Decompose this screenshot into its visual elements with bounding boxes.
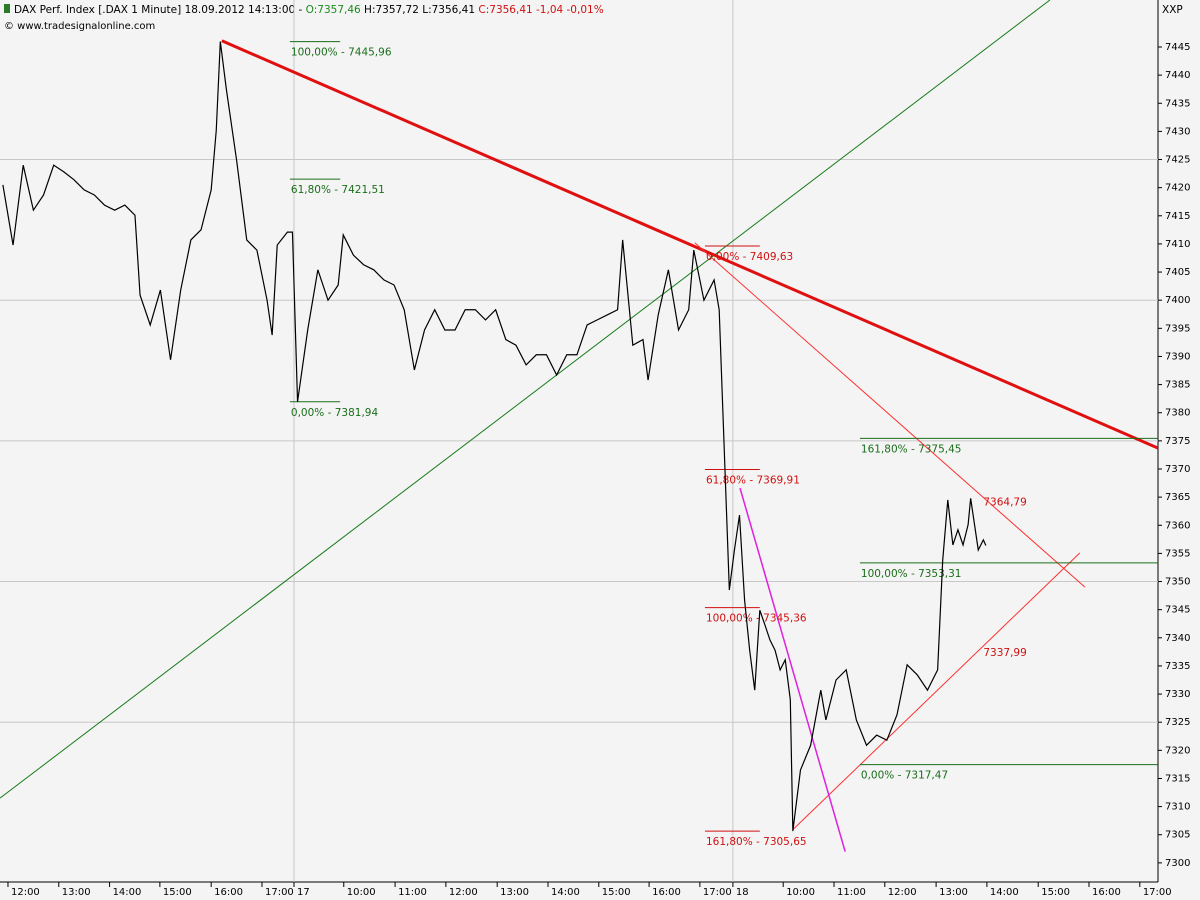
y-tick-label: 7345 (1165, 605, 1190, 616)
y-tick-label: 7375 (1165, 436, 1190, 447)
fib-label: 0,00% - 7409,63 (706, 251, 793, 263)
y-tick-label: 7320 (1165, 745, 1190, 756)
x-tick-label: 16:00 (652, 887, 681, 898)
header-high-low: H:7357,72 L:7356,41 (364, 4, 475, 16)
y-tick-label: 7370 (1165, 464, 1190, 475)
y-tick-label: 7365 (1165, 492, 1190, 503)
y-tick-label: 7350 (1165, 577, 1190, 588)
x-tick-label: 12:00 (449, 887, 478, 898)
header-icon (4, 4, 10, 13)
x-tick-label: 15:00 (1041, 887, 1070, 898)
y-tick-label: 7390 (1165, 351, 1190, 362)
price-line (2, 41, 987, 832)
y-tick-label: 7355 (1165, 548, 1190, 559)
fib-label: 0,00% - 7381,94 (291, 407, 379, 419)
point-label: 7337,99 (983, 647, 1026, 659)
x-tick-label: 18 (736, 887, 749, 898)
y-tick-label: 7380 (1165, 408, 1190, 419)
trendline (792, 552, 1081, 831)
x-tick-label: 16:00 (1092, 887, 1121, 898)
y-tick-label: 7335 (1165, 661, 1190, 672)
header: DAX Perf. Index [.DAX 1 Minute] 18.09.20… (14, 4, 604, 16)
trendline (0, 0, 1051, 799)
trendline (221, 39, 1158, 450)
x-tick-label: 15:00 (602, 887, 631, 898)
y-tick-label: 7430 (1165, 126, 1190, 137)
y-tick-label: 7300 (1165, 858, 1190, 869)
corner-label: XXP (1162, 4, 1183, 16)
fib-label: 61,80% - 7369,91 (706, 474, 800, 486)
y-tick-label: 7425 (1165, 155, 1190, 166)
plot-area: 100,00% - 7445,96 61,80% - 7421,51 0,00% -… (0, 0, 1158, 882)
x-tick-label: 12:00 (888, 887, 917, 898)
y-tick-label: 7360 (1165, 520, 1190, 531)
fib-label: 61,80% - 7421,51 (291, 184, 385, 196)
x-tick-label: 14:00 (113, 887, 142, 898)
y-tick-label: 7410 (1165, 239, 1190, 250)
x-tick-label: 17:00 (703, 887, 732, 898)
x-tick-label: 17:00 (1143, 887, 1172, 898)
trendline (739, 487, 846, 852)
y-tick-label: 7420 (1165, 183, 1190, 194)
fib-label: 161,80% - 7305,65 (706, 836, 807, 848)
fib-label: 100,00% - 7445,96 (291, 47, 392, 59)
fib-label: 100,00% - 7353,31 (861, 568, 962, 580)
y-tick-label: 7340 (1165, 633, 1190, 644)
y-tick-label: 7310 (1165, 802, 1190, 813)
x-tick-label: 17 (297, 887, 310, 898)
x-tick-label: 17:00 (265, 887, 294, 898)
x-tick-label: 13:00 (500, 887, 529, 898)
point-label: 7364,79 (983, 496, 1026, 508)
x-tick-label: 11:00 (837, 887, 866, 898)
y-tick-label: 7440 (1165, 70, 1190, 81)
y-tick-label: 7315 (1165, 773, 1190, 784)
x-tick-label: 14:00 (551, 887, 580, 898)
y-tick-label: 7405 (1165, 267, 1190, 278)
y-tick-label: 7445 (1165, 42, 1190, 53)
x-tick-label: 12:00 (11, 887, 40, 898)
header-open: O:7357,46 (306, 4, 361, 16)
header-title: DAX Perf. Index [.DAX 1 Minute] 18.09.20… (14, 4, 303, 16)
x-tick-label: 11:00 (398, 887, 427, 898)
y-tick-label: 7330 (1165, 689, 1190, 700)
y-tick-label: 7415 (1165, 211, 1190, 222)
x-tick-label: 13:00 (62, 887, 91, 898)
y-tick-label: 7305 (1165, 830, 1190, 841)
copyright: © www.tradesignalonline.com (4, 21, 155, 32)
header-close: C:7356,41 -1,04 -0,01% (478, 4, 603, 16)
y-tick-label: 7435 (1165, 98, 1190, 109)
y-tick-label: 7385 (1165, 380, 1190, 391)
trendline (694, 242, 1086, 588)
x-tick-label: 10:00 (786, 887, 815, 898)
y-tick-label: 7325 (1165, 717, 1190, 728)
fib-label: 0,00% - 7317,47 (861, 770, 948, 782)
x-tick-label: 16:00 (214, 887, 243, 898)
fib-label: 100,00% - 7345,36 (706, 613, 807, 625)
x-tick-label: 14:00 (990, 887, 1019, 898)
fib-label: 161,80% - 7375,45 (861, 443, 962, 455)
y-tick-label: 7395 (1165, 323, 1190, 334)
x-tick-label: 13:00 (939, 887, 968, 898)
y-tick-label: 7400 (1165, 295, 1190, 306)
x-tick-label: 15:00 (163, 887, 192, 898)
x-tick-label: 10:00 (347, 887, 376, 898)
